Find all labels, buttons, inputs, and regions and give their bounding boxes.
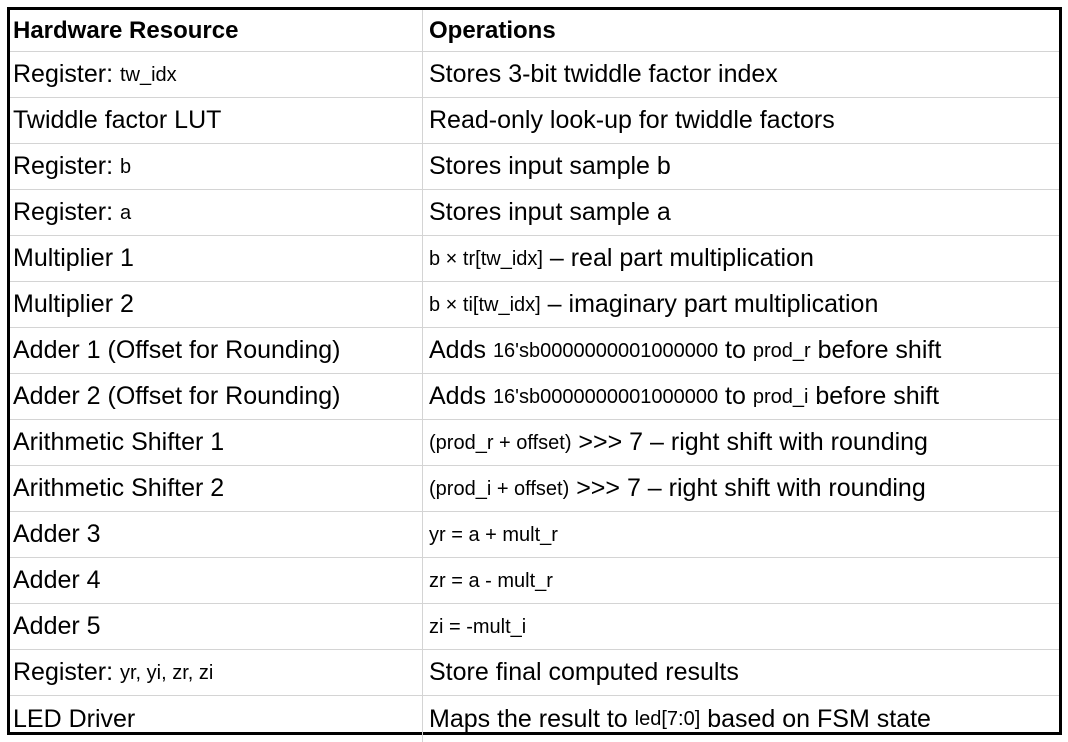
cell-text: Adds [429,336,493,364]
cell-text: Adder 2 (Offset for Rounding) [13,382,341,410]
resource-cell[interactable]: Register: b [10,144,423,189]
cell-text: tw_idx [119,63,177,86]
resource-cell[interactable]: Register: a [10,190,423,235]
table-row: Arithmetic Shifter 1 (prod_r + offset) >>… [10,420,1059,466]
header-operations[interactable]: Operations [429,16,556,44]
operations-cell[interactable]: (prod_i + offset) >>> 7 – right shift wi… [423,466,1059,511]
resource-cell[interactable]: Register: yr, yi, zr, zi [10,650,423,695]
cell-text: Adder 3 [13,520,101,548]
resource-cell[interactable]: Register: tw_idx [10,52,423,97]
resource-table: Hardware Resource Operations Register: t… [7,7,1062,742]
table-row: Multiplier 1 b × tr[tw_idx] – real part m… [10,236,1059,282]
operations-cell[interactable]: b × ti[tw_idx] – imaginary part multipli… [423,282,1059,327]
cell-text: b × tr[tw_idx] [429,247,543,270]
resource-cell[interactable]: Adder 4 [10,558,423,603]
cell-text: zr = a - mult_r [429,569,553,592]
cell-text: a [119,201,132,224]
cell-text: Multiplier 1 [13,244,134,272]
cell-text: yr = a + mult_r [429,523,558,546]
cell-text: Adder 5 [13,612,101,640]
cell-text: Multiplier 2 [13,290,134,318]
operations-cell[interactable]: Read-only look-up for twiddle factors [423,98,1059,143]
table-row: Register: b Stores input sample b [10,144,1059,190]
operations-cell[interactable]: Adds 16'sb0000000001000000 to prod_r bef… [423,328,1059,373]
cell-text: Store final computed results [429,658,739,686]
resource-cell[interactable]: Adder 1 (Offset for Rounding) [10,328,423,373]
cell-text: Stores 3-bit twiddle factor index [429,60,778,88]
resource-cell[interactable]: Adder 3 [10,512,423,557]
cell-text: Read-only look-up for twiddle factors [429,106,835,134]
operations-cell[interactable]: Stores input sample b [423,144,1059,189]
cell-text: Stores input sample b [429,152,671,180]
cell-text: 16'sb0000000001000000 [492,339,719,362]
header-row: Hardware Resource Operations [10,10,1059,52]
cell-text: led[7:0] [634,708,701,730]
cell-text: Register: [13,658,120,686]
header-hardware-resource[interactable]: Hardware Resource [10,10,423,51]
cell-text: Adder 4 [13,566,101,594]
cell-text: yr, yi, zr, zi [119,661,214,684]
cell-text: Stores input sample a [429,198,671,226]
resource-cell[interactable]: Twiddle factor LUT [10,98,423,143]
cell-text: >>> 7 – right shift with rounding [569,474,926,502]
cell-text: before shift [808,382,940,410]
cell-text: before shift [810,336,942,364]
operations-cell[interactable]: yr = a + mult_r [423,512,1059,557]
cell-text: – real part multiplication [542,244,814,272]
table-row: Twiddle factor LUT Read-only look-up for … [10,98,1059,144]
cell-text: Arithmetic Shifter 2 [13,474,225,502]
resource-cell[interactable]: Adder 5 [10,604,423,649]
cell-text: Adder 1 (Offset for Rounding) [13,336,341,364]
table-row: Register: a Stores input sample a [10,190,1059,236]
cell-text: Register: [13,198,120,226]
resource-cell[interactable]: Arithmetic Shifter 1 [10,420,423,465]
cell-text: Register: [13,152,120,180]
cell-text: b × ti[tw_idx] [429,293,541,316]
operations-cell[interactable]: b × tr[tw_idx] – real part multiplicatio… [423,236,1059,281]
table-row: Adder 4 zr = a - mult_r [10,558,1059,604]
cell-text: b [119,155,132,178]
table-row: Register: tw_idx Stores 3-bit twiddle fac… [10,52,1059,98]
cell-text: 16'sb0000000001000000 [492,385,719,408]
operations-cell[interactable]: zr = a - mult_r [423,558,1059,603]
operations-cell[interactable]: Stores 3-bit twiddle factor index [423,52,1059,97]
cell-text: Adds [429,382,493,410]
table-row: Multiplier 2 b × ti[tw_idx] – imaginary p… [10,282,1059,328]
resource-cell[interactable]: Multiplier 1 [10,236,423,281]
resource-cell[interactable]: Adder 2 (Offset for Rounding) [10,374,423,419]
table-row: Register: yr, yi, zr, zi Store final comp… [10,650,1059,696]
operations-cell[interactable]: Adds 16'sb0000000001000000 to prod_i bef… [423,374,1059,419]
resource-cell[interactable]: LED Driver [10,696,423,742]
cell-text: to [718,382,753,410]
operations-cell[interactable]: zi = -mult_i [423,604,1059,649]
cell-text: zi = -mult_i [429,615,527,638]
cell-text: prod_r [752,339,811,362]
resource-cell[interactable]: Multiplier 2 [10,282,423,327]
table-row: Adder 3 yr = a + mult_r [10,512,1059,558]
cell-text: (prod_i + offset) [429,477,570,500]
cell-text: prod_i [752,385,809,408]
operations-cell[interactable]: (prod_r + offset) >>> 7 – right shift wi… [423,420,1059,465]
table-row: Adder 1 (Offset for Rounding) Adds 16'sb0… [10,328,1059,374]
table-row: Adder 5 zi = -mult_i [10,604,1059,650]
cell-text: based on FSM state [700,704,931,733]
operations-cell[interactable]: Store final computed results [423,650,1059,695]
resource-cell[interactable]: Arithmetic Shifter 2 [10,466,423,511]
operations-cell[interactable]: Stores input sample a [423,190,1059,235]
table-row: Adder 2 (Offset for Rounding) Adds 16'sb0… [10,374,1059,420]
cell-text: (prod_r + offset) [429,431,572,454]
cell-text: – imaginary part multiplication [540,290,879,318]
table-row: LED Driver Maps the result to led[7:0] ba… [10,696,1059,742]
cell-text: to [718,336,753,364]
operations-cell[interactable]: Maps the result to led[7:0] based on FSM… [423,696,1059,742]
cell-text: >>> 7 – right shift with rounding [571,428,928,456]
cell-text: Twiddle factor LUT [13,106,222,134]
cell-text: LED Driver [13,704,136,733]
cell-text: Maps the result to [429,704,635,733]
table-row: Arithmetic Shifter 2 (prod_i + offset) >>… [10,466,1059,512]
cell-text: Register: [13,60,120,88]
cell-text: Arithmetic Shifter 1 [13,428,225,456]
